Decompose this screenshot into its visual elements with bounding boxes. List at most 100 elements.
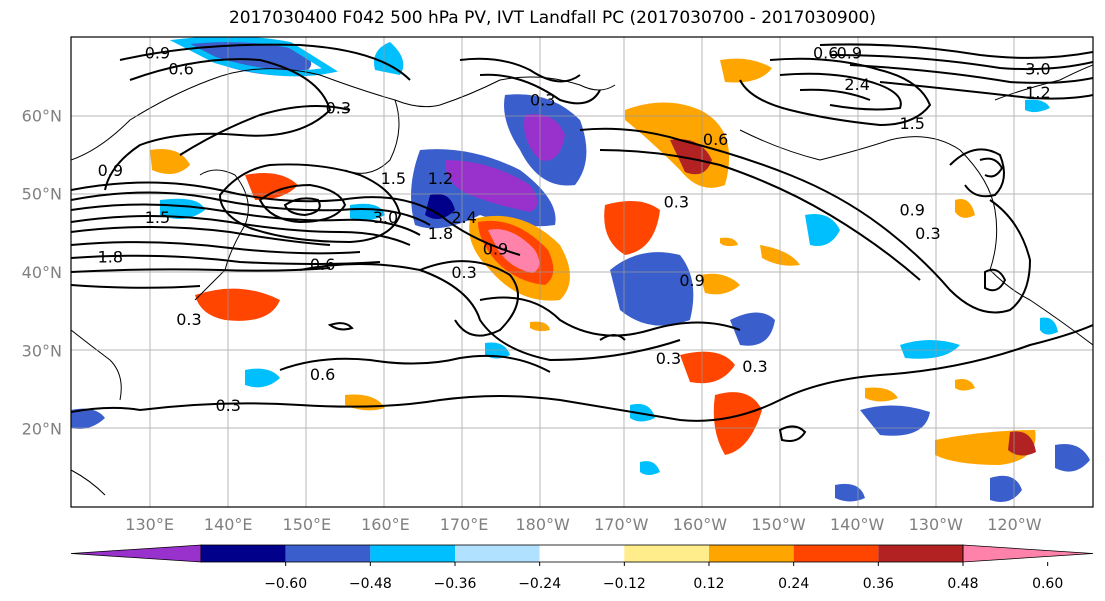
colorbar-tick-label: 0.36 — [863, 576, 894, 592]
positive-anomaly-patch — [195, 288, 280, 321]
negative-anomaly-patch — [860, 405, 930, 436]
negative-anomaly-patch — [1040, 317, 1058, 335]
positive-anomaly-patch — [488, 229, 540, 273]
colorbar-tick-label: 0.48 — [947, 576, 978, 592]
lat-tick-label: 20°N — [22, 420, 62, 439]
contour-label: 0.6 — [168, 59, 193, 78]
map-frame — [70, 36, 1094, 508]
positive-anomaly-patch — [700, 273, 740, 295]
negative-anomaly-patch — [640, 461, 660, 475]
contour-label: 0.3 — [915, 224, 940, 243]
contour-label: 0.3 — [656, 349, 681, 368]
negative-anomaly-patch — [835, 483, 865, 502]
gridlines-layer — [71, 37, 1093, 507]
colorbar-tick-label: −0.12 — [603, 576, 646, 592]
negative-anomaly-patch — [425, 194, 455, 219]
colorbar-frame — [200, 544, 964, 563]
colorbar-bin — [793, 545, 879, 562]
negative-anomaly-patch — [1025, 99, 1050, 113]
contour-label: 3.0 — [373, 208, 398, 227]
contour-label: 0.6 — [310, 255, 335, 274]
negative-anomaly-patch — [1055, 444, 1090, 472]
contour-label: 0.9 — [483, 240, 508, 259]
contour-label: 0.3 — [326, 99, 351, 118]
positive-anomaly-patch — [955, 199, 975, 218]
latitude-axis: 60°N 50°N 40°N 30°N 20°N — [22, 106, 62, 438]
negative-anomaly-patch — [730, 312, 775, 346]
lat-tick-label: 30°N — [22, 341, 62, 360]
lon-tick-label: 130°E — [125, 515, 174, 534]
lat-tick-label: 40°N — [22, 263, 62, 282]
contour-label: 1.8 — [98, 247, 123, 266]
positive-anomaly-patch — [680, 351, 735, 384]
lon-tick-label: 130°W — [909, 515, 964, 534]
positive-anomaly-patch — [720, 237, 738, 247]
positive-anomaly-patch — [345, 394, 385, 411]
positive-anomaly-patch — [604, 201, 660, 255]
negative-anomaly-patch — [805, 214, 840, 246]
contour-label: 3.0 — [1025, 59, 1050, 78]
positive-anomaly-patch — [865, 387, 898, 402]
negative-anomaly-patch — [169, 37, 338, 77]
negative-anomaly-patch — [445, 160, 538, 212]
positive-anomaly-patch — [720, 58, 772, 83]
contour-label: 1.5 — [145, 208, 170, 227]
contour-label: 1.5 — [899, 114, 924, 133]
lon-tick-label: 150°E — [283, 515, 332, 534]
positive-anomaly-patch — [1008, 431, 1036, 456]
contour-label: 0.9 — [899, 200, 924, 219]
colorbar-bin — [709, 545, 794, 562]
negative-anomaly-patch — [610, 252, 694, 326]
contour-label: 0.3 — [742, 357, 767, 376]
colorbar-extension-high — [962, 544, 1094, 563]
colorbar-tick-label: 0.60 — [1032, 576, 1063, 592]
lon-tick-label: 140°E — [204, 515, 253, 534]
lon-tick-label: 150°W — [751, 515, 806, 534]
contour-label: 0.9 — [837, 44, 862, 63]
negative-anomaly-patch — [71, 408, 105, 429]
colorbar-tick-label: 0.12 — [693, 576, 724, 592]
colorbar-bin — [285, 545, 371, 562]
map-title: 2017030400 F042 500 hPa PV, IVT Landfall… — [228, 8, 876, 28]
colorbar-bin — [370, 545, 455, 562]
negative-anomaly-patch — [630, 403, 655, 422]
contour-label: 1.8 — [428, 224, 453, 243]
contour-label: 0.9 — [679, 271, 704, 290]
negative-anomaly-patch — [900, 340, 960, 359]
lon-tick-label: 180°W — [516, 515, 571, 534]
positive-anomaly-patch — [150, 149, 190, 174]
negative-anomaly-patch — [990, 475, 1022, 503]
contour-label: 0.6 — [813, 44, 838, 63]
lon-tick-label: 160°E — [361, 515, 410, 534]
contour-label: 0.3 — [664, 193, 689, 212]
contour-label: 2.4 — [451, 208, 476, 227]
contour-label: 1.5 — [381, 169, 406, 188]
colorbar-ticks: −0.60 −0.48 −0.36 −0.24 −0.12 0.12 0.24 0.36 0.4… — [264, 562, 1063, 592]
contour-label: 2.4 — [844, 75, 869, 94]
contour-label: 0.3 — [451, 263, 476, 282]
negative-anomaly-patch — [374, 42, 404, 75]
contour-label: 0.3 — [176, 310, 201, 329]
longitude-axis: 130°E 140°E 150°E 160°E 170°E 180°W 170°W 160°W… — [125, 515, 1041, 534]
colorbar-bin — [455, 545, 540, 562]
contour-label: 0.3 — [530, 91, 555, 110]
contour-label: 0.6 — [703, 130, 728, 149]
contour-label-layer: 0.90.60.30.91.51.81.5 1.23.0 2.41.80.90.6 0… — [98, 44, 1051, 415]
colorbar-bin — [624, 545, 709, 562]
lon-tick-label: 170°W — [594, 515, 649, 534]
colorbar-tick-label: −0.60 — [264, 576, 307, 592]
lon-tick-label: 170°E — [440, 515, 489, 534]
negative-anomaly-patch — [160, 198, 205, 219]
lat-tick-label: 60°N — [22, 106, 62, 125]
negative-anomaly-patch — [524, 114, 565, 161]
ivt-contour-layer — [71, 43, 1093, 442]
negative-anomaly-patch — [245, 368, 280, 388]
colorbar-tick-label: 0.24 — [778, 576, 809, 592]
positive-anomaly-patch — [245, 172, 298, 200]
contour-label: 0.9 — [98, 161, 123, 180]
lon-tick-label: 160°W — [673, 515, 728, 534]
positive-anomaly-patch — [713, 392, 762, 455]
colorbar-bin — [878, 545, 963, 562]
contour-label: 0.3 — [216, 396, 241, 415]
lat-tick-label: 50°N — [22, 185, 62, 204]
